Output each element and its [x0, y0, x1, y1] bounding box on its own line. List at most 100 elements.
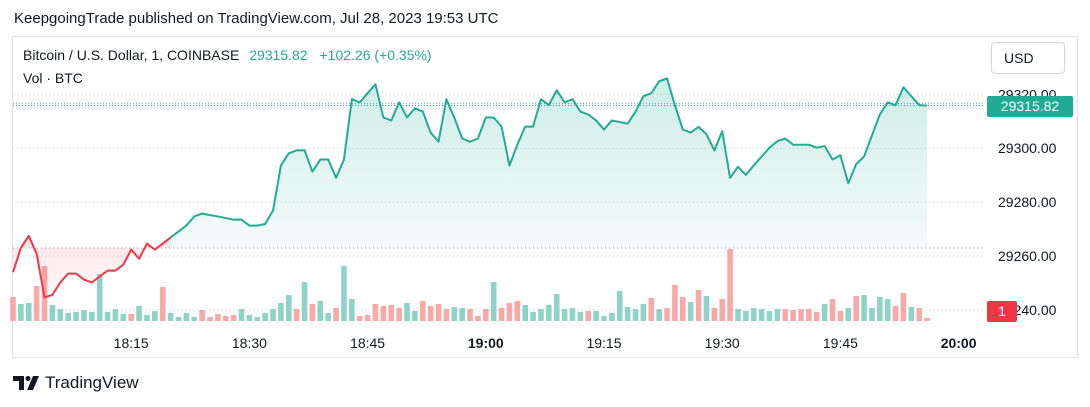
x-tick-label: 18:45 — [350, 335, 385, 351]
volume-bar — [735, 309, 741, 321]
volume-bar — [569, 308, 576, 321]
volume-bar — [546, 305, 552, 321]
volume-bar — [687, 302, 694, 321]
volume-bar — [640, 304, 647, 321]
volume-bar — [49, 305, 56, 321]
volume-bar — [33, 286, 40, 321]
volume-bar — [798, 309, 804, 321]
volume-bar — [96, 274, 103, 321]
volume-bar — [743, 311, 749, 321]
volume-bar — [183, 313, 190, 321]
volume-bar — [553, 294, 560, 321]
volume-bar — [159, 287, 166, 321]
volume-bar — [215, 314, 221, 321]
x-tick-label: 19:00 — [468, 335, 504, 351]
volume-bar — [364, 315, 371, 321]
volume-bar — [703, 296, 710, 321]
volume-bar — [341, 266, 347, 321]
volume-bar — [18, 304, 24, 321]
volume-bar — [853, 296, 859, 321]
volume-bar — [65, 313, 71, 321]
brand-name: TradingView — [45, 373, 139, 392]
volume-bar — [293, 309, 300, 321]
volume-bar — [396, 308, 402, 321]
volume-bar — [483, 309, 489, 321]
volume-bar — [892, 306, 899, 321]
volume-bar — [656, 309, 662, 321]
volume-bar — [877, 297, 883, 321]
volume-bar — [404, 303, 410, 321]
volume-bar — [254, 317, 261, 321]
volume-bar — [475, 316, 481, 321]
volume-bar — [806, 309, 812, 321]
volume-bar — [538, 309, 544, 321]
tradingview-brand[interactable]: TradingView — [13, 373, 139, 393]
volume-bar — [136, 306, 142, 321]
volume-bar — [57, 309, 64, 321]
volume-bar — [278, 303, 284, 321]
volume-bar — [128, 314, 134, 321]
volume-bar — [530, 312, 536, 321]
volume-bar — [73, 312, 79, 321]
volume-bar — [490, 282, 497, 321]
volume-bar — [451, 307, 458, 321]
volume-bar — [372, 304, 379, 321]
y-tick-label: 29280.00 — [998, 194, 1057, 210]
volume-bar — [790, 310, 796, 321]
price-line-up — [169, 77, 928, 239]
volume-bar — [609, 313, 615, 321]
volume-bar — [333, 308, 339, 321]
volume-bar — [349, 299, 355, 321]
x-tick-label: 18:30 — [232, 335, 267, 351]
publish-info: KeepgoingTrade published on TradingView.… — [14, 10, 499, 27]
volume-bar — [112, 309, 119, 321]
volume-bar — [632, 309, 639, 321]
volume-bar — [561, 309, 568, 321]
volume-bar — [144, 315, 150, 321]
x-tick-label: 19:45 — [823, 335, 858, 351]
volume-bar — [766, 311, 773, 321]
volume-indicator-label[interactable]: Vol · BTC — [23, 70, 83, 86]
volume-bar — [774, 309, 781, 321]
volume-bar — [585, 311, 592, 321]
volume-bar — [191, 317, 198, 321]
volume-bar — [356, 316, 363, 321]
symbol-title[interactable]: Bitcoin / U.S. Dollar, 1, COINBASE — [23, 47, 240, 63]
volume-bar — [152, 311, 158, 321]
volume-tag: 1 — [987, 301, 1017, 322]
volume-bar — [246, 315, 253, 321]
x-tick-label: 20:00 — [941, 335, 977, 351]
volume-bar — [624, 307, 631, 321]
volume-bar — [829, 299, 836, 321]
volume-bar — [837, 311, 844, 321]
volume-bar — [167, 313, 174, 321]
volume-bar — [467, 309, 473, 321]
volume-bar — [719, 299, 725, 321]
volume-bar — [89, 312, 95, 321]
volume-bar — [309, 304, 316, 321]
volume-bar — [419, 301, 426, 321]
y-tick-label: 29300.00 — [998, 140, 1057, 156]
volume-bar — [845, 308, 852, 321]
volume-bar — [270, 309, 276, 321]
volume-bar — [884, 299, 891, 321]
currency-button[interactable]: USD — [991, 42, 1065, 74]
volume-bar — [325, 313, 331, 321]
volume-bar — [758, 309, 765, 321]
volume-bar — [301, 282, 308, 321]
volume-bar — [435, 304, 442, 321]
volume-bar — [199, 310, 205, 321]
volume-bar — [222, 316, 229, 321]
volume-bar — [782, 309, 789, 321]
volume-bar — [672, 285, 678, 321]
volume-bar — [238, 309, 245, 321]
volume-bar — [924, 318, 930, 321]
volume-bar — [711, 308, 718, 321]
volume-bar — [81, 310, 87, 321]
volume-bar — [104, 312, 111, 321]
volume-bar — [412, 311, 418, 321]
volume-bar — [459, 308, 465, 321]
price-area-up — [170, 78, 928, 248]
volume-bar — [443, 309, 450, 321]
volume-bar — [648, 298, 655, 321]
